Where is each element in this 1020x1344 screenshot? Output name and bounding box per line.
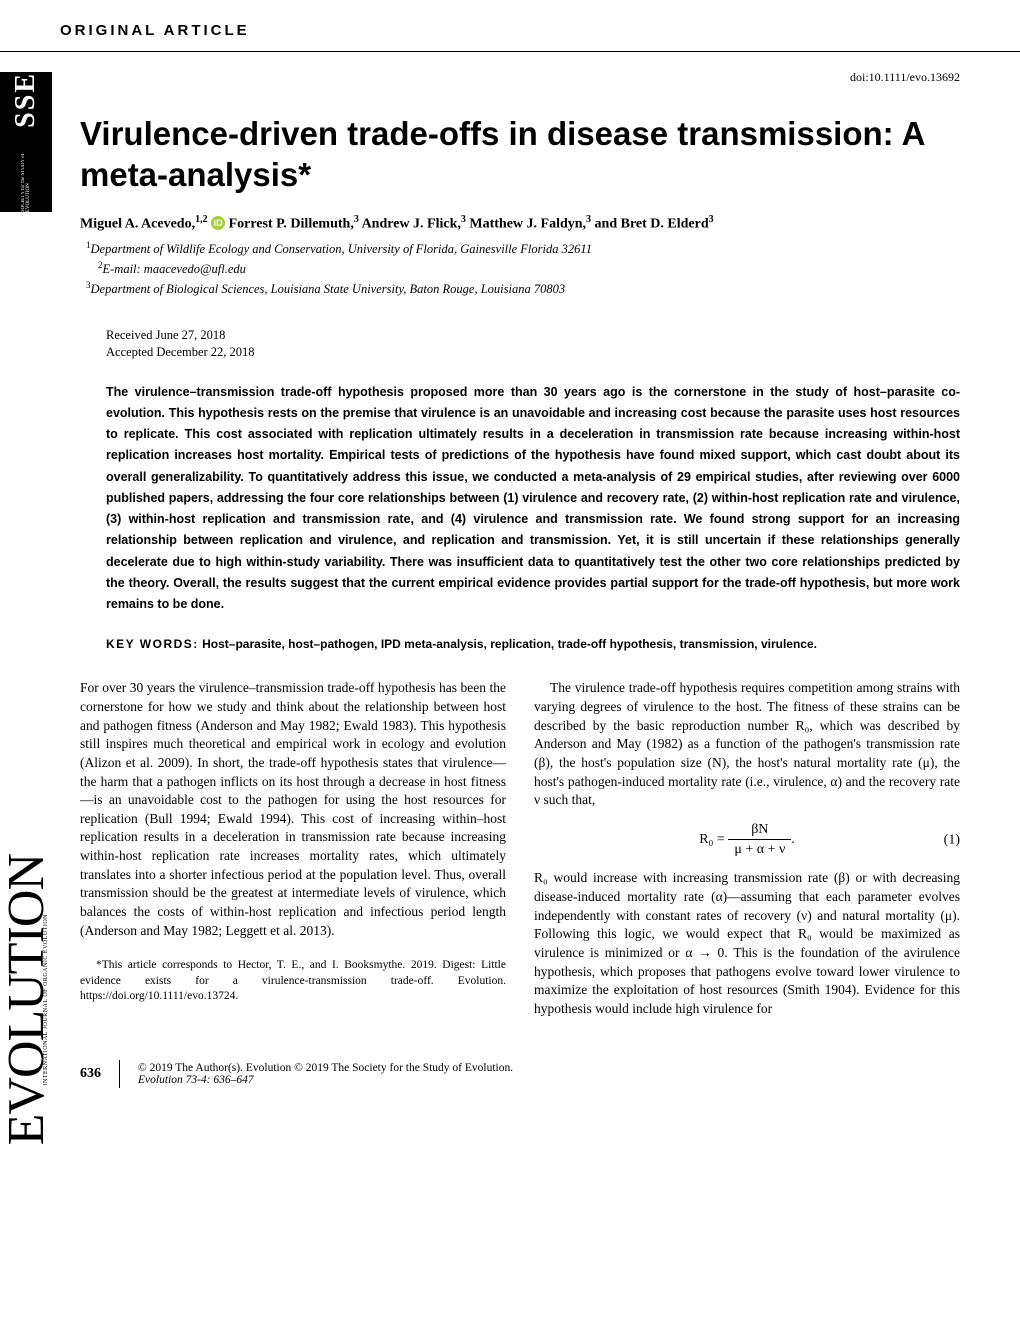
body-text: For over 30 years the virulence–transmis… <box>80 679 960 1018</box>
affiliation-2: 2E-mail: maacevedo@ufl.edu <box>80 260 960 277</box>
authors: Miguel A. Acevedo,1,2 iD Forrest P. Dill… <box>80 214 960 233</box>
col2-para2: R₀ would increase with increasing transm… <box>534 869 960 1018</box>
issue: Evolution 73-4: 636–647 <box>138 1074 254 1086</box>
dates: Received June 27, 2018 Accepted December… <box>106 328 960 360</box>
eq-lhs: R₀ = <box>699 832 725 847</box>
sse-logo: SSE SOCIETY for the STUDY of EVOLUTION <box>0 72 52 212</box>
affiliation-3: 3Department of Biological Sciences, Loui… <box>80 280 960 297</box>
journal-sidebar: EVOLUTION INTERNATIONAL JOURNAL OF ORGAN… <box>0 770 52 1230</box>
eq-suffix: . <box>791 832 795 847</box>
footer-divider <box>119 1060 120 1088</box>
keywords: KEY WORDS: Host–parasite, host–pathogen,… <box>106 637 960 651</box>
eq-den: μ + α + ν <box>728 840 791 859</box>
equation-1: R₀ = βN μ + α + ν . (1) <box>534 820 960 860</box>
column-right: The virulence trade-off hypothesis requi… <box>534 679 960 1018</box>
orcid-icon[interactable]: iD <box>211 216 225 230</box>
accepted-date: Accepted December 22, 2018 <box>106 345 960 360</box>
copyright: © 2019 The Author(s). Evolution © 2019 T… <box>138 1062 513 1074</box>
author-4: Matthew J. Faldyn, <box>469 216 586 231</box>
abstract: The virulence–transmission trade-off hyp… <box>106 382 960 616</box>
author-5: and Bret D. Elderd <box>595 216 709 231</box>
article-type: ORIGINAL ARTICLE <box>60 22 960 39</box>
page-number: 636 <box>80 1066 101 1082</box>
article-title: Virulence-driven trade-offs in disease t… <box>80 113 960 196</box>
keywords-label: KEY WORDS: <box>106 637 199 651</box>
main-content: Virulence-driven trade-offs in disease t… <box>0 85 1020 1038</box>
doi: doi:10.1111/evo.13692 <box>0 52 1020 85</box>
author-2-sup: 3 <box>354 214 359 225</box>
keywords-content: Host–parasite, host–pathogen, IPD meta-a… <box>202 637 817 651</box>
author-1: Miguel A. Acevedo, <box>80 216 195 231</box>
footer: 636 © 2019 The Author(s). Evolution © 20… <box>0 1060 1020 1088</box>
sse-text: SSE <box>10 72 42 128</box>
col2-para1: The virulence trade-off hypothesis requi… <box>534 679 960 809</box>
eq-fraction: βN μ + α + ν <box>728 820 791 860</box>
col1-para1: For over 30 years the virulence–transmis… <box>80 679 506 940</box>
column-left: For over 30 years the virulence–transmis… <box>80 679 506 1018</box>
affiliation-1: 1Department of Wildlife Ecology and Cons… <box>80 240 960 257</box>
author-2: Forrest P. Dillemuth, <box>229 216 354 231</box>
author-3: Andrew J. Flick, <box>362 216 461 231</box>
author-3-sup: 3 <box>461 214 466 225</box>
eq-num: βN <box>728 820 791 840</box>
author-1-sup: 1,2 <box>195 214 208 225</box>
author-5-sup: 3 <box>709 214 714 225</box>
eq-number: (1) <box>944 830 960 849</box>
author-4-sup: 3 <box>586 214 591 225</box>
footer-text: © 2019 The Author(s). Evolution © 2019 T… <box>138 1062 513 1086</box>
sse-tagline: SOCIETY for the STUDY of EVOLUTION <box>21 132 31 212</box>
footnote: *This article corresponds to Hector, T. … <box>80 958 506 1005</box>
journal-tagline: INTERNATIONAL JOURNAL OF ORGANIC EVOLUTI… <box>43 914 49 1086</box>
header-bar: ORIGINAL ARTICLE <box>0 0 1020 52</box>
received-date: Received June 27, 2018 <box>106 328 960 343</box>
